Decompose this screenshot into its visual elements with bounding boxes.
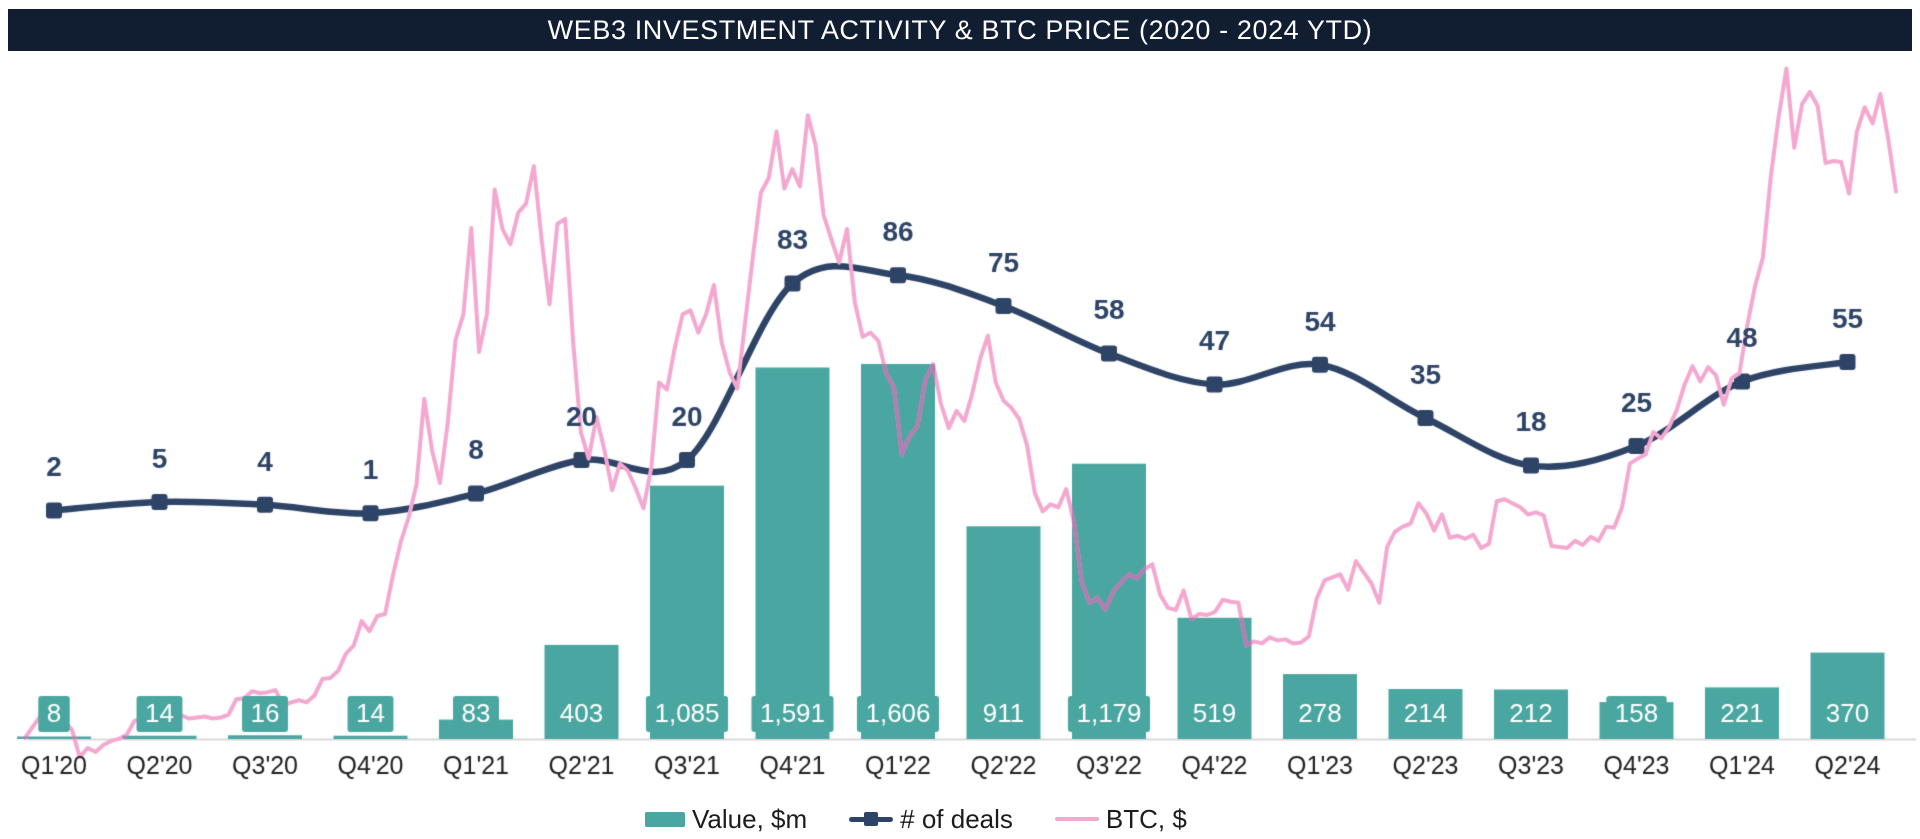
chart-title: WEB3 INVESTMENT ACTIVITY & BTC PRICE (20…: [547, 14, 1373, 45]
deals-square-marker-icon: [864, 812, 879, 826]
legend-label-value: Value, $m: [692, 803, 808, 834]
value-bar-swatch: [645, 811, 685, 827]
legend-label-btc: BTC, $: [1105, 803, 1187, 834]
legend-item-deals: # of deals: [849, 804, 1013, 835]
legend-item-btc: BTC, $: [1054, 803, 1187, 835]
legend-item-value: Value, $m: [645, 804, 807, 835]
deals-line-swatch: [849, 812, 894, 826]
btc-line-swatch: [1054, 817, 1099, 821]
chart-legend: Value, $m # of deals BTC, $: [645, 804, 1187, 834]
chart-title-bar: WEB3 INVESTMENT ACTIVITY & BTC PRICE (20…: [8, 9, 1912, 51]
legend-label-deals: # of deals: [900, 803, 1013, 834]
